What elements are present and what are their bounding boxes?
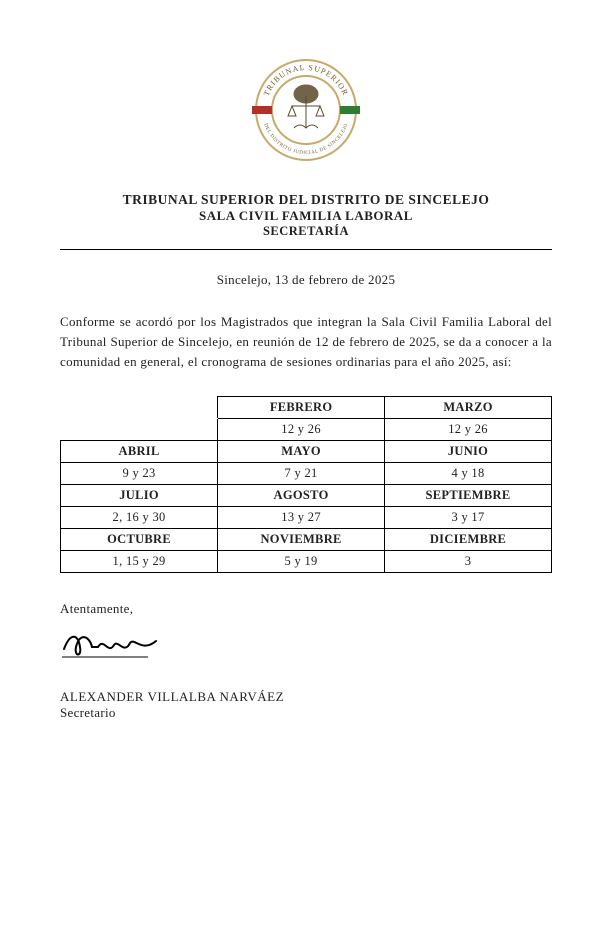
date-cell: 7 y 21 bbox=[218, 463, 385, 485]
month-header: JUNIO bbox=[385, 441, 552, 463]
header-line-2: SALA CIVIL FAMILIA LABORAL bbox=[60, 208, 552, 224]
month-header: AGOSTO bbox=[218, 485, 385, 507]
date-cell bbox=[61, 419, 218, 441]
intro-paragraph: Conforme se acordó por los Magistrados q… bbox=[60, 312, 552, 372]
header-line-1: TRIBUNAL SUPERIOR DEL DISTRITO DE SINCEL… bbox=[60, 192, 552, 208]
signer-role: Secretario bbox=[60, 705, 552, 721]
month-header: FEBRERO bbox=[218, 397, 385, 419]
header-line-3: SECRETARÍA bbox=[60, 224, 552, 239]
date-cell: 3 bbox=[385, 551, 552, 573]
month-header: MARZO bbox=[385, 397, 552, 419]
month-header: MAYO bbox=[218, 441, 385, 463]
date-cell: 12 y 26 bbox=[218, 419, 385, 441]
date-cell: 5 y 19 bbox=[218, 551, 385, 573]
month-header: ABRIL bbox=[61, 441, 218, 463]
date-cell: 1, 15 y 29 bbox=[61, 551, 218, 573]
month-header: NOVIEMBRE bbox=[218, 529, 385, 551]
header-divider bbox=[60, 249, 552, 250]
signature-icon bbox=[60, 627, 552, 669]
date-cell: 9 y 23 bbox=[61, 463, 218, 485]
month-header: SEPTIEMBRE bbox=[385, 485, 552, 507]
date-cell: 12 y 26 bbox=[385, 419, 552, 441]
seal-wrap: TRIBUNAL SUPERIOR DEL DISTRITO JUDICIAL … bbox=[60, 50, 552, 174]
document-header: TRIBUNAL SUPERIOR DEL DISTRITO DE SINCEL… bbox=[60, 192, 552, 239]
date-cell: 3 y 17 bbox=[385, 507, 552, 529]
date-cell: 13 y 27 bbox=[218, 507, 385, 529]
month-header: JULIO bbox=[61, 485, 218, 507]
date-cell: 2, 16 y 30 bbox=[61, 507, 218, 529]
tribunal-seal-icon: TRIBUNAL SUPERIOR DEL DISTRITO JUDICIAL … bbox=[246, 50, 366, 174]
month-header: OCTUBRE bbox=[61, 529, 218, 551]
signer-name: ALEXANDER VILLALBA NARVÁEZ bbox=[60, 689, 552, 705]
date-cell: 4 y 18 bbox=[385, 463, 552, 485]
schedule-table: FEBREROMARZO12 y 2612 y 26ABRILMAYOJUNIO… bbox=[60, 396, 552, 573]
closing-line: Atentamente, bbox=[60, 601, 552, 617]
month-header bbox=[61, 397, 218, 419]
date-line: Sincelejo, 13 de febrero de 2025 bbox=[60, 272, 552, 288]
month-header: DICIEMBRE bbox=[385, 529, 552, 551]
